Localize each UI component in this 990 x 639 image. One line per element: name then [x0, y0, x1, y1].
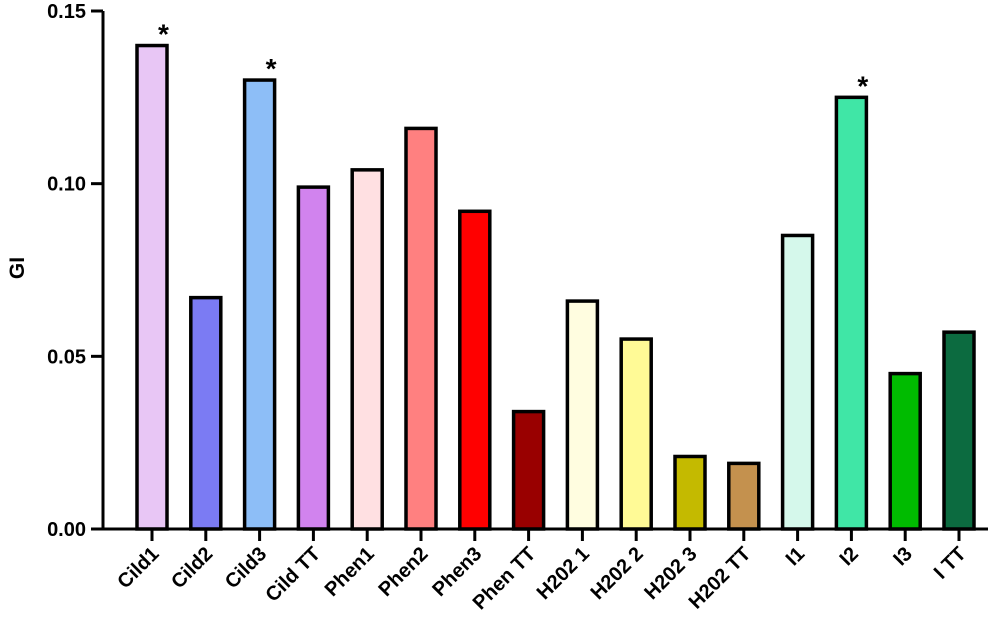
bar-cild3: [242, 78, 277, 531]
y-tick-label: 0.15: [47, 1, 86, 23]
x-tick-label: Cild TT: [261, 543, 324, 606]
bar-phen3: [458, 209, 492, 531]
x-tick-label: Phen2: [375, 543, 433, 601]
bar-h202-1: [565, 299, 600, 531]
bar-i1: [780, 233, 815, 531]
x-tick-label: Cild3: [221, 543, 271, 593]
bar-phen2: [404, 126, 438, 531]
bar-h202-tt: [727, 461, 761, 531]
significance-marker: *: [857, 70, 868, 101]
y-tick-label: 0.10: [47, 174, 86, 196]
x-tick-label: H202 2: [587, 543, 648, 604]
bar-cild-tt: [296, 185, 331, 531]
bar-phen1: [350, 168, 384, 531]
y-axis: 0.00 0.05 0.10 0.15: [47, 1, 105, 541]
x-tick-label: H202 1: [533, 543, 594, 604]
x-tick-label: Cild2: [167, 543, 217, 593]
x-tick-label: I2: [836, 543, 863, 570]
bar-h202-2: [619, 337, 653, 531]
bar-phen-tt: [511, 409, 546, 531]
x-tick-label: Cild1: [113, 543, 163, 593]
bar-i3: [888, 371, 922, 531]
bar-i-tt: [942, 330, 976, 531]
y-axis-title: GI: [6, 257, 29, 279]
x-tick-label: I3: [889, 543, 916, 570]
annotations: * * *: [158, 19, 868, 102]
x-tick-label: I1: [782, 543, 809, 570]
y-tick-label: 0.05: [47, 346, 86, 368]
bar-i2: [834, 95, 869, 531]
bar-cild1: [135, 43, 169, 531]
bar-cild2: [189, 295, 223, 531]
significance-marker: *: [158, 19, 169, 50]
bar-h202-3: [673, 454, 707, 531]
x-tick-label: I TT: [930, 543, 971, 584]
significance-marker: *: [266, 53, 277, 84]
x-axis: [101, 527, 988, 541]
bars: [135, 43, 976, 531]
y-tick-label: 0.00: [47, 519, 86, 541]
x-tick-label: Phen1: [321, 543, 379, 601]
